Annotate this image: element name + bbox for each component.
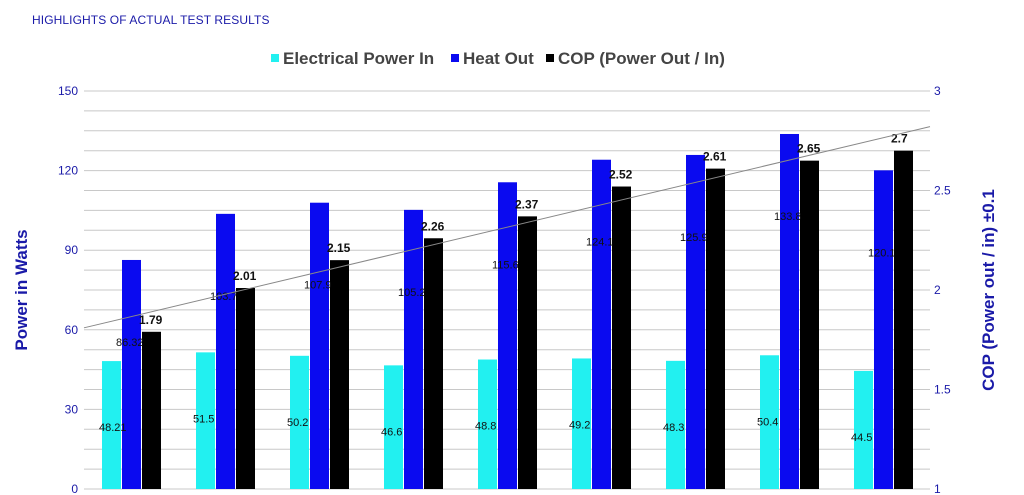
- legend-swatch-heat-out: [451, 54, 459, 62]
- data-label-heat-out: 115.6: [492, 259, 519, 271]
- data-label-power-in: 48.3: [663, 422, 684, 434]
- y2-tick-label: 1.5: [934, 383, 951, 397]
- data-label-power-in: 51.5: [193, 413, 214, 425]
- legend-swatch-power-in: [271, 54, 279, 62]
- bar-heat-out: [592, 159, 611, 490]
- bar-power-in: [196, 352, 215, 489]
- data-label-cop: 1.79: [139, 313, 163, 327]
- bar-heat-out: [686, 154, 705, 490]
- bar-heat-out: [780, 133, 799, 489]
- bar-heat-out: [122, 259, 141, 489]
- legend-label-power-in: Electrical Power In: [283, 49, 434, 68]
- y-axis-title: Power in Watts: [12, 229, 31, 350]
- bar-power-in: [760, 355, 779, 489]
- y-tick-label: 150: [58, 84, 78, 98]
- bar-cop: [236, 288, 255, 489]
- data-label-cop: 2.37: [515, 197, 539, 211]
- y2-axis-title: COP (Power out / in) ±0.1: [979, 189, 998, 391]
- y-tick-label: 60: [65, 323, 79, 337]
- page-title: HIGHLIGHTS OF ACTUAL TEST RESULTS: [32, 13, 270, 27]
- y-tick-label: 30: [65, 402, 79, 416]
- data-label-power-in: 48.21: [99, 422, 127, 434]
- bar-cop: [706, 168, 725, 490]
- bar-cop: [894, 150, 913, 489]
- y-tick-label: 0: [71, 482, 78, 495]
- data-label-power-in: 48.8: [475, 421, 496, 433]
- y2-tick-label: 2: [934, 283, 941, 297]
- data-label-cop: 2.15: [327, 241, 351, 255]
- bar-power-in: [854, 370, 873, 489]
- data-label-cop: 2.26: [421, 219, 445, 233]
- bar-cop: [142, 331, 161, 489]
- data-label-heat-out: 86.32: [116, 337, 144, 349]
- data-label-power-in: 44.5: [851, 432, 872, 444]
- legend-label-heat-out: Heat Out: [463, 49, 534, 68]
- data-label-heat-out: 103.7: [210, 291, 238, 303]
- y2-tick-label: 2.5: [934, 184, 951, 198]
- bar-cop: [518, 216, 537, 489]
- bar-cop: [800, 160, 819, 489]
- bar-power-in: [102, 361, 121, 489]
- data-label-heat-out: 125.9: [680, 232, 708, 244]
- bar-power-in: [290, 355, 309, 489]
- bar-power-in: [384, 365, 403, 489]
- data-label-power-in: 46.6: [381, 426, 402, 438]
- data-label-heat-out: 133.8: [774, 211, 802, 223]
- data-label-power-in: 50.4: [757, 416, 778, 428]
- y2-tick-label: 1: [934, 482, 941, 495]
- data-label-heat-out: 105.2: [398, 287, 426, 299]
- y-tick-label: 120: [58, 164, 78, 178]
- legend-swatch-cop: [546, 54, 554, 62]
- bar-heat-out: [874, 170, 893, 490]
- data-label-heat-out: 120.1: [868, 247, 896, 259]
- bar-power-in: [478, 359, 497, 489]
- bar-heat-out: [498, 182, 517, 490]
- bar-heat-out: [216, 213, 235, 489]
- bar-cop: [330, 260, 349, 489]
- bar-cop: [612, 186, 631, 489]
- data-label-heat-out: 107.9: [304, 280, 332, 292]
- y-tick-label: 90: [65, 243, 79, 257]
- data-label-power-in: 49.2: [569, 419, 590, 431]
- data-label-power-in: 50.2: [287, 417, 308, 429]
- legend-label-cop: COP (Power Out / In): [558, 49, 725, 68]
- data-label-cop: 2.01: [233, 269, 257, 283]
- data-label-cop: 2.52: [609, 168, 633, 182]
- bar-heat-out: [310, 202, 329, 490]
- bar-cop: [424, 238, 443, 489]
- trendline: [83, 126, 931, 329]
- data-label-cop: 2.65: [797, 142, 821, 156]
- bar-power-in: [666, 360, 685, 489]
- bar-power-in: [572, 358, 591, 489]
- data-label-cop: 2.61: [703, 150, 727, 164]
- data-label-heat-out: 124.1: [586, 237, 614, 249]
- bar-heat-out: [404, 209, 423, 490]
- y2-tick-label: 3: [934, 84, 941, 98]
